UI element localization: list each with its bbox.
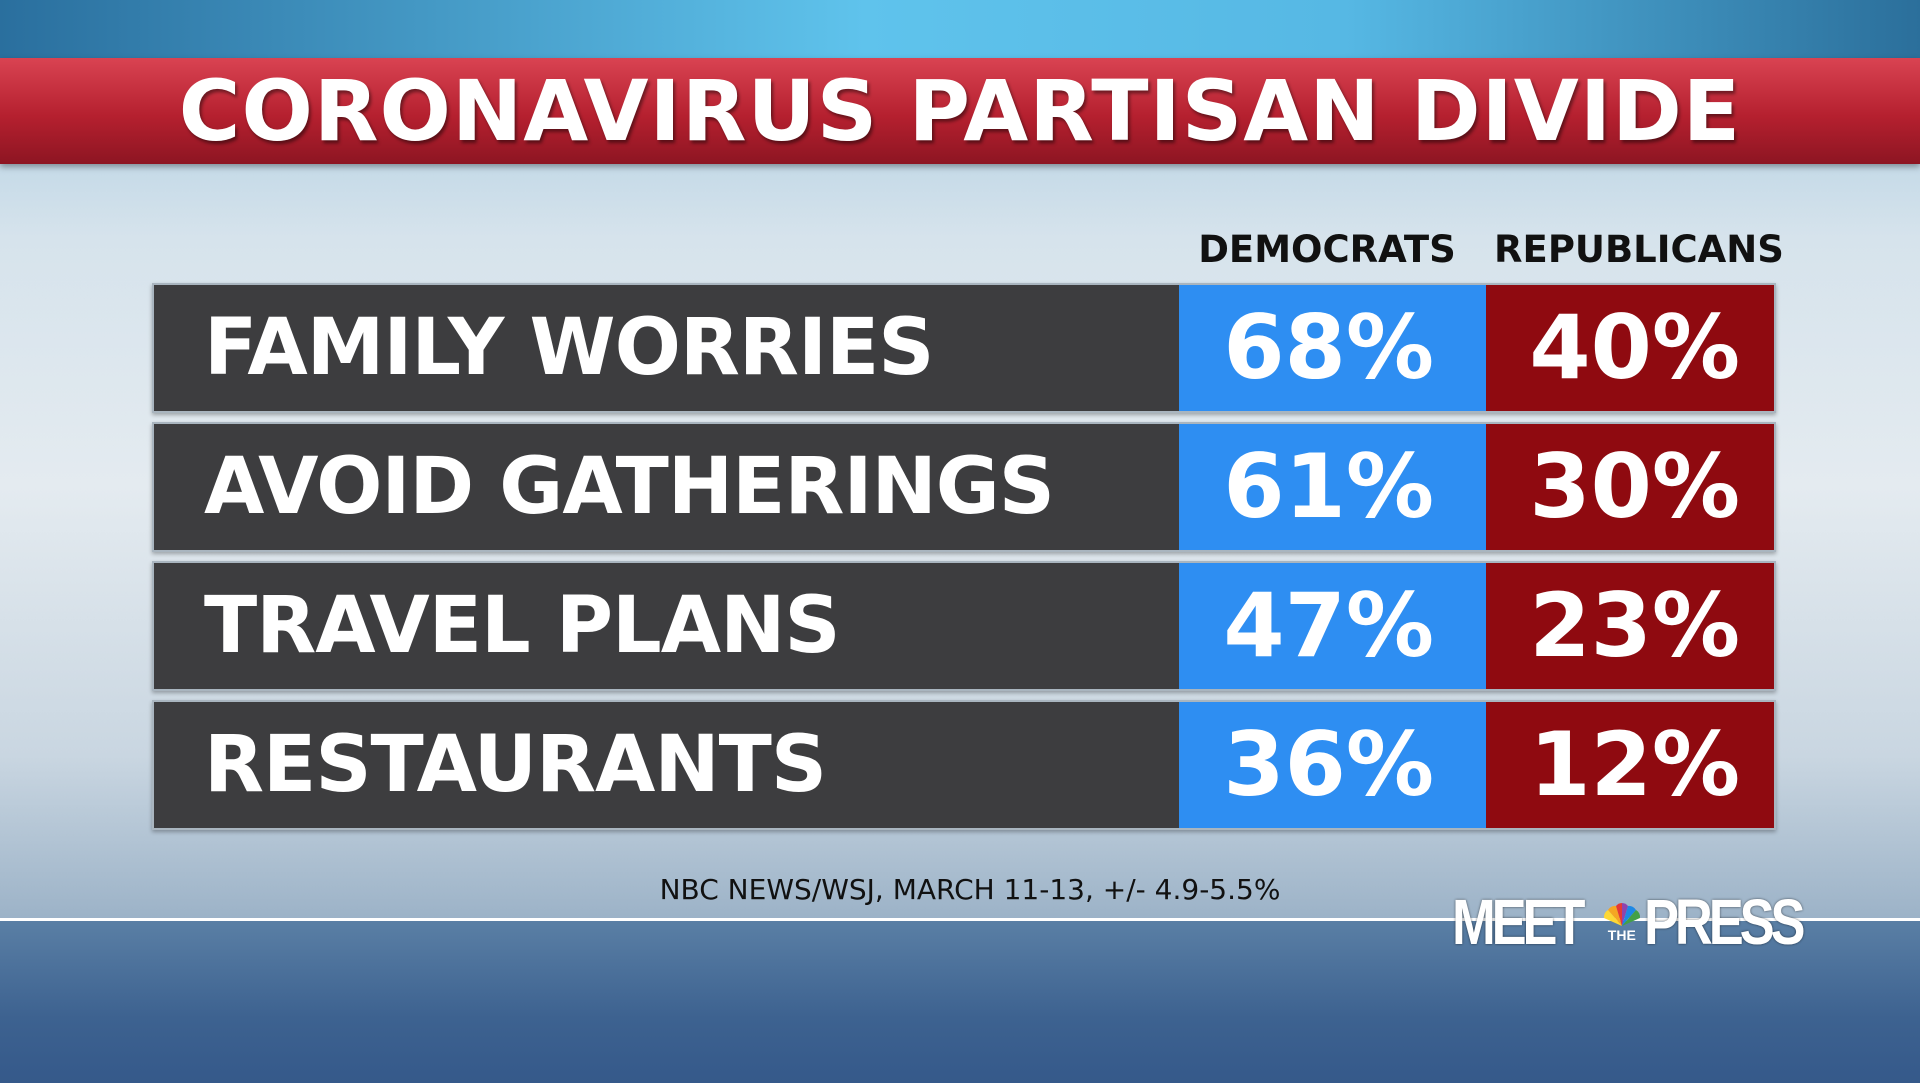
democrats-value: 68% [1179, 285, 1486, 411]
source-note: NBC NEWS/WSJ, MARCH 11-13, +/- 4.9-5.5% [659, 873, 1281, 906]
logo-center: THE [1602, 902, 1642, 942]
democrats-value: 47% [1179, 563, 1486, 689]
row-label: TRAVEL PLANS [204, 581, 841, 671]
logo-word-the: THE [1607, 927, 1636, 943]
column-header-democrats: DEMOCRATS [1198, 228, 1456, 271]
republicans-value: 30% [1486, 424, 1774, 550]
table-row-restaurants: RESTAURANTS 36% 12% [152, 700, 1776, 830]
title-bar: CORONAVIRUS PARTISAN DIVIDE [0, 58, 1920, 164]
republicans-value: 40% [1486, 285, 1774, 411]
row-label: RESTAURANTS [204, 720, 827, 810]
logo-word-press: PRESS [1643, 886, 1806, 958]
table-row-family-worries: FAMILY WORRIES 68% 40% [152, 283, 1776, 413]
table-row-avoid-gatherings: AVOID GATHERINGS 61% 30% [152, 422, 1776, 552]
bottom-band [0, 918, 1920, 1083]
row-label: AVOID GATHERINGS [204, 442, 1055, 532]
table-row-travel-plans: TRAVEL PLANS 47% 23% [152, 561, 1776, 691]
peacock-icon [1603, 903, 1640, 926]
republicans-value: 23% [1486, 563, 1774, 689]
logo-word-meet: MEET [1452, 886, 1585, 958]
top-background-strip [0, 0, 1920, 60]
democrats-value: 61% [1179, 424, 1486, 550]
chart-title: CORONAVIRUS PARTISAN DIVIDE [178, 62, 1742, 160]
row-label: FAMILY WORRIES [204, 303, 934, 393]
republicans-value: 12% [1486, 702, 1774, 828]
democrats-value: 36% [1179, 702, 1486, 828]
meet-the-press-logo: MEET THE PRESS [1452, 884, 1805, 960]
column-header-republicans: REPUBLICANS [1494, 228, 1784, 271]
